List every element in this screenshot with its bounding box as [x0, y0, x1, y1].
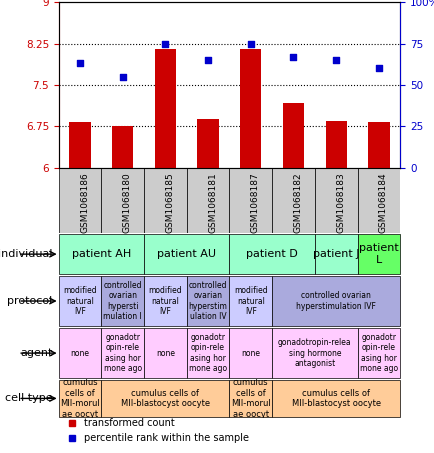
FancyBboxPatch shape [59, 380, 101, 417]
Text: cumulus
cells of
MII-morul
ae oocyt: cumulus cells of MII-morul ae oocyt [60, 378, 100, 419]
FancyBboxPatch shape [59, 168, 101, 233]
FancyBboxPatch shape [59, 276, 101, 326]
Text: percentile rank within the sample: percentile rank within the sample [84, 433, 249, 443]
Text: GSM1068186: GSM1068186 [80, 172, 89, 233]
Text: patient
L: patient L [358, 243, 398, 265]
Bar [155, 49, 176, 168]
Text: GSM1068185: GSM1068185 [165, 172, 174, 233]
Text: GSM1068183: GSM1068183 [335, 172, 345, 233]
Text: none: none [70, 349, 89, 357]
Text: patient AU: patient AU [157, 249, 216, 259]
FancyBboxPatch shape [357, 234, 399, 274]
Bar [367, 122, 388, 168]
Point [119, 73, 126, 80]
Point [375, 65, 381, 72]
Text: none: none [241, 349, 260, 357]
Text: none: none [155, 349, 174, 357]
Text: patient D: patient D [246, 249, 297, 259]
Text: patient J: patient J [312, 249, 358, 259]
Point [161, 40, 168, 47]
FancyBboxPatch shape [272, 380, 399, 417]
FancyBboxPatch shape [144, 234, 229, 274]
FancyBboxPatch shape [59, 234, 144, 274]
FancyBboxPatch shape [144, 168, 186, 233]
Text: cumulus cells of
MII-blastocyst oocyte: cumulus cells of MII-blastocyst oocyte [291, 389, 380, 408]
FancyBboxPatch shape [101, 380, 229, 417]
FancyBboxPatch shape [101, 328, 144, 378]
Text: gonadotr
opin-rele
asing hor
mone ago: gonadotr opin-rele asing hor mone ago [359, 333, 397, 373]
FancyBboxPatch shape [186, 168, 229, 233]
FancyBboxPatch shape [144, 276, 186, 326]
FancyBboxPatch shape [314, 168, 357, 233]
Bar [240, 49, 261, 168]
FancyBboxPatch shape [272, 168, 314, 233]
Text: individual: individual [0, 249, 52, 259]
Bar [197, 119, 218, 168]
Bar [325, 121, 346, 168]
Text: cumulus
cells of
MII-morul
ae oocyt: cumulus cells of MII-morul ae oocyt [230, 378, 270, 419]
Text: modified
natural
IVF: modified natural IVF [148, 286, 182, 316]
Text: controlled
ovarian
hypersti
mulation I: controlled ovarian hypersti mulation I [103, 281, 142, 321]
Point [247, 40, 254, 47]
Text: modified
natural
IVF: modified natural IVF [233, 286, 267, 316]
Text: GSM1068182: GSM1068182 [293, 172, 302, 233]
Text: agent: agent [20, 348, 52, 358]
Point [204, 57, 211, 64]
FancyBboxPatch shape [144, 328, 186, 378]
Text: patient AH: patient AH [72, 249, 131, 259]
Text: gonadotropin-relea
sing hormone
antagonist: gonadotropin-relea sing hormone antagoni… [277, 338, 351, 368]
Text: controlled
ovarian
hyperstim
ulation IV: controlled ovarian hyperstim ulation IV [188, 281, 227, 321]
Bar [69, 122, 91, 168]
FancyBboxPatch shape [229, 168, 272, 233]
Text: GSM1068187: GSM1068187 [250, 172, 259, 233]
Text: GSM1068181: GSM1068181 [207, 172, 217, 233]
Point [289, 53, 296, 60]
Text: cumulus cells of
MII-blastocyst oocyte: cumulus cells of MII-blastocyst oocyte [121, 389, 210, 408]
Text: GSM1068180: GSM1068180 [122, 172, 132, 233]
FancyBboxPatch shape [229, 276, 272, 326]
FancyBboxPatch shape [229, 234, 314, 274]
Point [332, 57, 339, 64]
FancyBboxPatch shape [357, 168, 399, 233]
Text: GSM1068184: GSM1068184 [378, 172, 387, 233]
Text: cell type: cell type [5, 393, 52, 404]
FancyBboxPatch shape [229, 328, 272, 378]
Bar [112, 126, 133, 168]
Bar [282, 102, 303, 168]
FancyBboxPatch shape [314, 234, 357, 274]
FancyBboxPatch shape [229, 380, 272, 417]
Text: transformed count: transformed count [84, 419, 174, 429]
FancyBboxPatch shape [59, 328, 101, 378]
FancyBboxPatch shape [186, 328, 229, 378]
FancyBboxPatch shape [101, 168, 144, 233]
FancyBboxPatch shape [357, 328, 399, 378]
FancyBboxPatch shape [272, 328, 357, 378]
Text: gonadotr
opin-rele
asing hor
mone ago: gonadotr opin-rele asing hor mone ago [189, 333, 227, 373]
Text: gonadotr
opin-rele
asing hor
mone ago: gonadotr opin-rele asing hor mone ago [103, 333, 141, 373]
FancyBboxPatch shape [101, 276, 144, 326]
Text: modified
natural
IVF: modified natural IVF [63, 286, 97, 316]
FancyBboxPatch shape [272, 276, 399, 326]
FancyBboxPatch shape [186, 276, 229, 326]
Text: protocol: protocol [7, 296, 52, 306]
Point [76, 60, 83, 67]
Text: controlled ovarian
hyperstimulation IVF: controlled ovarian hyperstimulation IVF [296, 291, 375, 311]
